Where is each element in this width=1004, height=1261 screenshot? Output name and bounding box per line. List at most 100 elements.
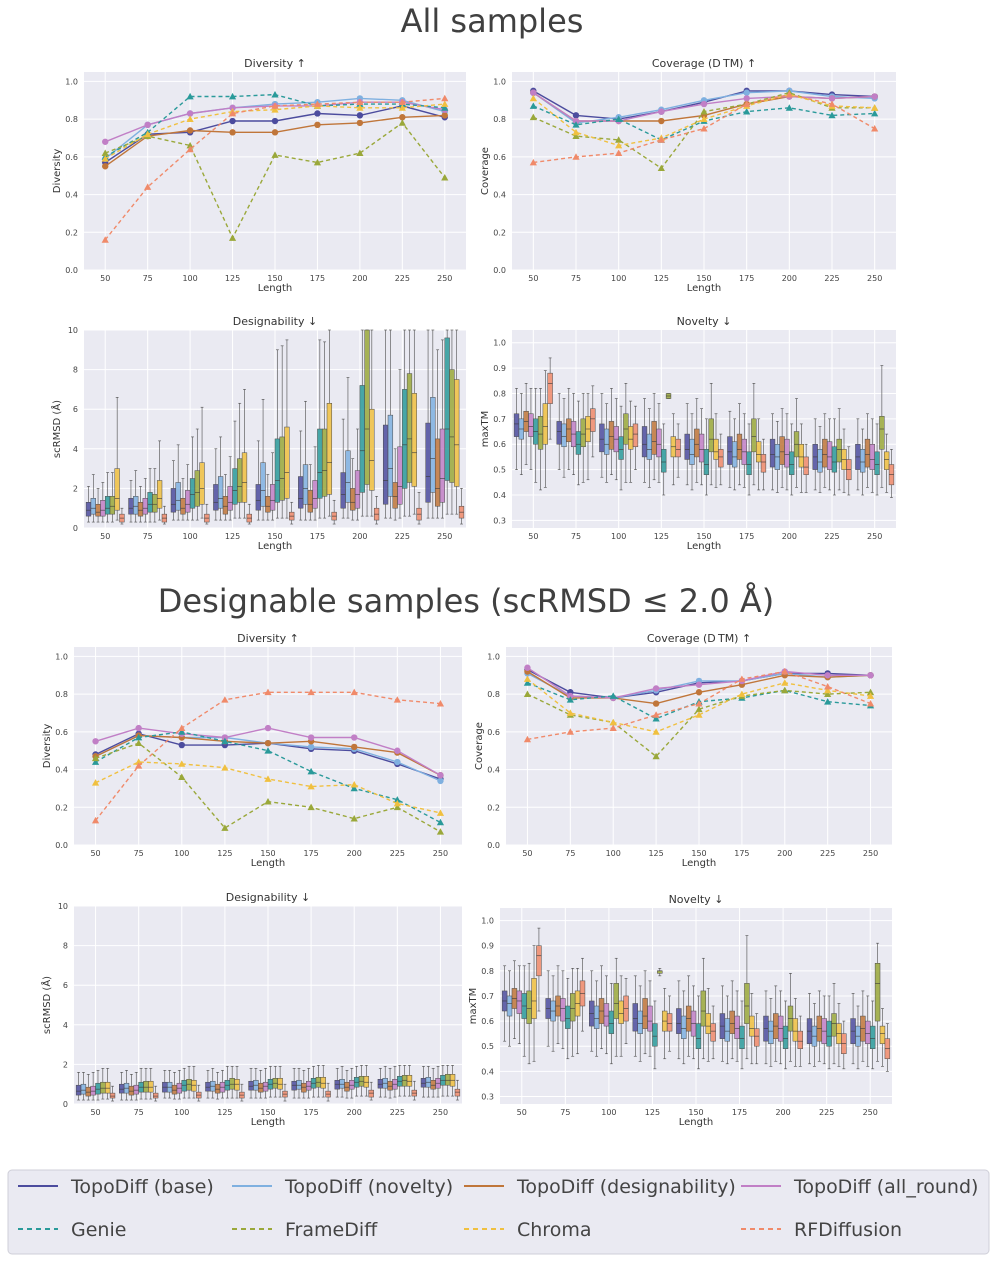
box [869,1025,876,1049]
box [369,408,375,491]
data-point [394,758,401,766]
y-tick-label: 4 [73,445,78,454]
data-point [529,158,537,166]
data-point [436,828,445,835]
box [869,443,875,470]
y-tick-label: 0.6 [493,153,506,162]
data-point [437,772,444,779]
box [152,494,158,513]
data-point [781,686,789,694]
y-axis-label: Diversity [42,724,53,769]
y-tick-label: 4 [63,1021,68,1030]
x-tick-label: 225 [390,849,405,858]
x-tick-label: 175 [303,849,318,858]
legend: TopoDiff (base) TopoDiff (novelty) TopoDif… [7,1169,990,1255]
box [279,436,285,501]
box [817,449,823,473]
data-point [824,690,832,698]
x-tick-label: 100 [611,532,626,541]
data-point [178,728,186,735]
box [217,476,224,509]
box [445,1074,451,1086]
box [789,451,795,475]
data-point [781,667,789,675]
legend-item: TopoDiff (base) [18,1176,214,1198]
box [746,451,752,475]
data-point [393,696,401,703]
x-tick-label: 150 [260,1108,275,1117]
box [143,1080,149,1093]
data-point [441,174,449,181]
box [831,1013,837,1037]
box [105,1081,111,1094]
box [575,431,582,455]
box [274,438,281,503]
x-tick-label: 50 [100,274,110,283]
box [368,1089,374,1098]
data-point [700,100,708,108]
data-point [866,688,875,696]
y-tick-label: 10 [68,326,78,335]
x-tick-label: 250 [437,532,452,541]
x-tick-label: 250 [433,1108,448,1117]
data-point [221,696,229,703]
box [641,426,648,458]
y-tick-label: 1.0 [493,339,506,348]
box [566,418,572,442]
box [729,1010,735,1034]
box [85,502,92,517]
x-tick-label: 50 [522,849,532,858]
x-tick-label: 125 [654,532,669,541]
box [760,454,767,473]
data-point [441,94,449,102]
x-tick-label: 225 [824,274,839,283]
x-tick-label: 250 [867,532,882,541]
data-point [866,699,875,707]
box [114,468,120,511]
x-tick-label: 250 [867,274,882,283]
box [430,397,436,493]
box [556,421,562,445]
data-point [307,688,315,696]
box [657,970,663,974]
data-point [658,108,665,115]
box [194,470,200,507]
data-point [658,117,665,125]
box [708,418,714,453]
box [148,1080,154,1093]
x-tick-label: 175 [310,274,325,283]
x-tick-label: 50 [90,849,100,858]
box [754,1028,760,1047]
data-point [91,816,100,824]
data-point [437,777,444,785]
box [732,441,738,468]
panel-title: Novelty ↓ [669,893,724,906]
y-axis-label: Coverage [480,147,491,195]
panels: 0.00.20.40.60.81.050 75 100 125 150 175 200 225… [40,57,896,1128]
box [593,1005,600,1029]
data-point [824,698,832,705]
box [296,1079,302,1090]
box [181,1079,187,1092]
box [377,1079,384,1089]
box [156,480,163,509]
y-tick-label: 0.0 [65,266,78,275]
x-axis-label: Length [251,1117,286,1128]
y-axis-label: Diversity [52,149,63,194]
box [133,496,139,515]
box [751,418,757,453]
box [354,470,361,509]
box [401,1075,408,1087]
data-point [186,92,194,100]
data-point [271,129,279,136]
box [175,482,181,511]
data-point [135,739,143,747]
data-point [91,758,100,765]
box [237,458,243,503]
section-title-designable: Designable samples (scRMSD ≤ 2.0 Å) [158,582,774,620]
legend-label: Genie [71,1219,126,1241]
x-tick-label: 250 [433,849,448,858]
box [613,983,619,1019]
data-point [178,724,186,731]
